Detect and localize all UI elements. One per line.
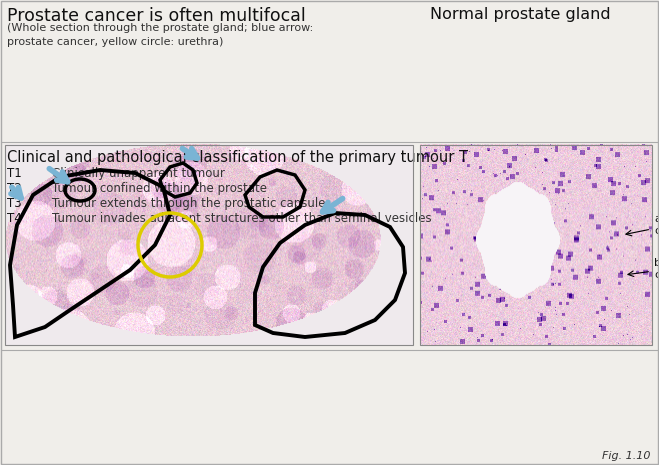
Text: basal
cells: basal cells [628,258,659,280]
Text: Clinically unapparent tumour: Clinically unapparent tumour [52,167,225,180]
Text: Clinical and pathological classification of the primary tumour T: Clinical and pathological classification… [7,150,468,165]
Text: T1: T1 [7,167,22,180]
Text: Prostate cancer is often multifocal: Prostate cancer is often multifocal [7,7,306,25]
Text: Fig. 1.10: Fig. 1.10 [602,451,651,461]
Text: T4: T4 [7,212,22,225]
Text: T2: T2 [7,182,22,195]
Text: Tumour confined within the prostate: Tumour confined within the prostate [52,182,267,195]
Text: acinar
cells: acinar cells [626,214,659,236]
Text: Tumour extends through the prostatic capsule: Tumour extends through the prostatic cap… [52,197,326,210]
Text: T3: T3 [7,197,22,210]
Text: (Whole section through the prostate gland; blue arrow:
prostate cancer, yellow c: (Whole section through the prostate glan… [7,23,313,47]
Text: Tumour invades adjacent structures other than seminal vesicles: Tumour invades adjacent structures other… [52,212,432,225]
Text: Normal prostate gland: Normal prostate gland [430,7,611,22]
